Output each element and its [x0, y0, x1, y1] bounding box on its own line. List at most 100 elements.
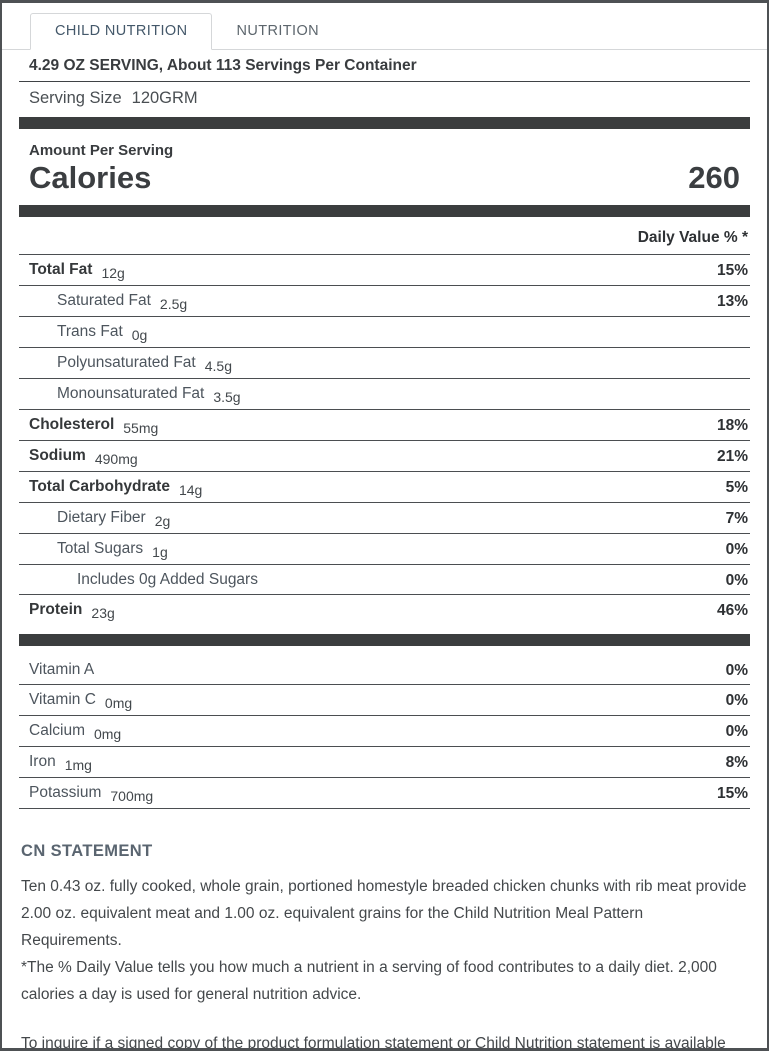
- nutrient-label: Total Fat: [29, 261, 93, 278]
- amount-per-serving-label: Amount Per Serving: [29, 142, 174, 159]
- divider-bar: [19, 117, 750, 129]
- daily-value-header: Daily Value % *: [637, 229, 748, 246]
- nutrient-label: Vitamin C: [29, 691, 96, 708]
- table-row: Includes 0g Added Sugars 0%: [19, 564, 750, 594]
- spacer: [19, 625, 750, 634]
- row-left: Vitamin C 0mg: [29, 689, 132, 711]
- calories-value: 260: [688, 160, 740, 195]
- nutrient-amount: 12g: [101, 265, 125, 281]
- row-left: Includes 0g Added Sugars: [77, 569, 258, 589]
- calories-label: Calories: [29, 160, 152, 195]
- nutrient-amount: 490mg: [94, 451, 138, 467]
- nutrient-amount: 3.5g: [213, 389, 241, 405]
- nutrient-label: Potassium: [29, 784, 102, 801]
- nutrient-label: Monounsaturated Fat: [57, 385, 205, 402]
- nutrient-label: Vitamin A: [29, 661, 95, 678]
- nutrient-amount: 0mg: [93, 726, 122, 742]
- nutrient-amount: 1g: [152, 544, 168, 560]
- nutrient-label: Saturated Fat: [57, 292, 151, 309]
- cn-statement-body: Ten 0.43 oz. fully cooked, whole grain, …: [21, 878, 747, 949]
- nutrient-daily-value: 5%: [725, 479, 748, 496]
- serving-headline: 4.29 OZ SERVING, About 113 Servings Per …: [19, 50, 750, 82]
- nutrient-amount: 0g: [131, 327, 148, 343]
- nutrient-daily-value: 0%: [725, 541, 748, 558]
- table-row: Cholesterol 55mg 18%: [19, 409, 750, 440]
- row-left: Calcium 0mg: [29, 720, 121, 742]
- label-content: 4.29 OZ SERVING, About 113 Servings Per …: [2, 50, 767, 1051]
- divider-bar: [19, 205, 750, 217]
- serving-size-label: Serving Size: [29, 89, 122, 107]
- tab-child-nutrition[interactable]: CHILD NUTRITION: [30, 13, 213, 50]
- row-left: Total Carbohydrate 14g: [29, 476, 202, 498]
- contact-text: To inquire if a signed copy of the produ…: [21, 1035, 726, 1051]
- row-left: Saturated Fat 2.5g: [57, 290, 187, 312]
- table-row: Calcium 0mg 0%: [19, 716, 750, 747]
- table-row: Total Fat 12g 15%: [19, 254, 750, 285]
- calories-row: Calories 260: [19, 159, 750, 205]
- nutrient-daily-value: 15%: [716, 262, 748, 279]
- contact-paragraph: To inquire if a signed copy of the produ…: [19, 1030, 750, 1051]
- table-row: Dietary Fiber 2g 7%: [19, 502, 750, 533]
- nutrient-daily-value: 0%: [725, 723, 748, 740]
- nutrient-label: Sodium: [29, 447, 86, 464]
- nutrient-daily-value: 15%: [716, 785, 748, 802]
- table-row: Polyunsaturated Fat 4.5g: [19, 347, 750, 378]
- row-left: Vitamin A: [29, 659, 94, 679]
- table-row: Sodium 490mg 21%: [19, 440, 750, 471]
- nutrient-label: Protein: [29, 601, 83, 618]
- row-left: Cholesterol 55mg: [29, 414, 158, 436]
- row-left: Trans Fat 0g: [57, 321, 147, 343]
- serving-size-value: 120GRM: [131, 89, 198, 107]
- table-row: Iron 1mg 8%: [19, 747, 750, 778]
- nutrient-label: Trans Fat: [57, 323, 123, 340]
- table-row: Vitamin A 0%: [19, 655, 750, 685]
- row-left: Sodium 490mg: [29, 445, 138, 467]
- divider-bar: [19, 634, 750, 646]
- row-left: Total Sugars 1g: [57, 538, 168, 560]
- nutrient-amount: 2g: [154, 513, 171, 529]
- nutrient-amount: 14g: [178, 482, 203, 498]
- row-left: Dietary Fiber 2g: [57, 507, 170, 529]
- nutrient-daily-value: 0%: [725, 572, 748, 589]
- serving-size-row: Serving Size 120GRM: [19, 82, 750, 117]
- nutrient-label: Includes 0g Added Sugars: [77, 571, 258, 588]
- tab-nutrition[interactable]: NUTRITION: [236, 23, 320, 39]
- table-row: Vitamin C 0mg 0%: [19, 685, 750, 716]
- table-row: Monounsaturated Fat 3.5g: [19, 378, 750, 409]
- row-left: Total Fat 12g: [29, 259, 125, 281]
- table-row: Potassium 700mg 15%: [19, 778, 750, 809]
- table-row: Total Carbohydrate 14g 5%: [19, 471, 750, 502]
- row-left: Protein 23g: [29, 599, 115, 621]
- nutrient-daily-value: 18%: [716, 417, 748, 434]
- nutrient-amount: 55mg: [123, 420, 159, 436]
- nutrient-daily-value: 7%: [725, 510, 748, 527]
- nutrient-label: Total Carbohydrate: [29, 478, 170, 495]
- nutrient-amount: 4.5g: [204, 358, 232, 374]
- nutrient-label: Iron: [29, 753, 56, 770]
- nutrient-daily-value: 46%: [716, 602, 748, 619]
- row-left: Potassium 700mg: [29, 782, 153, 804]
- daily-value-footnote: *The % Daily Value tells you how much a …: [21, 959, 717, 1003]
- nutrient-label: Polyunsaturated Fat: [57, 354, 196, 371]
- nutrient-amount: 23g: [91, 605, 115, 621]
- nutrient-daily-value: 13%: [716, 293, 748, 310]
- nutrient-label: Total Sugars: [57, 540, 144, 557]
- table-row: Protein 23g 46%: [19, 594, 750, 625]
- row-left: Iron 1mg: [29, 751, 92, 773]
- nutrient-amount: 2.5g: [159, 296, 188, 312]
- row-left: Monounsaturated Fat 3.5g: [57, 383, 241, 405]
- nutrient-daily-value: 8%: [725, 754, 748, 771]
- nutrient-label: Calcium: [29, 722, 85, 739]
- row-left: Polyunsaturated Fat 4.5g: [57, 352, 232, 374]
- nutrient-daily-value: 0%: [725, 692, 748, 709]
- nutrient-amount: 0mg: [104, 695, 133, 711]
- nutrient-label: Cholesterol: [29, 416, 115, 433]
- tab-bar: CHILD NUTRITION NUTRITION: [2, 3, 767, 50]
- table-row: Saturated Fat 2.5g 13%: [19, 285, 750, 316]
- table-row: Total Sugars 1g 0%: [19, 533, 750, 564]
- nutrient-daily-value: 0%: [725, 662, 748, 679]
- table-row: Trans Fat 0g: [19, 316, 750, 347]
- nutrient-amount: 700mg: [110, 788, 154, 804]
- nutrient-amount: 1mg: [64, 757, 92, 773]
